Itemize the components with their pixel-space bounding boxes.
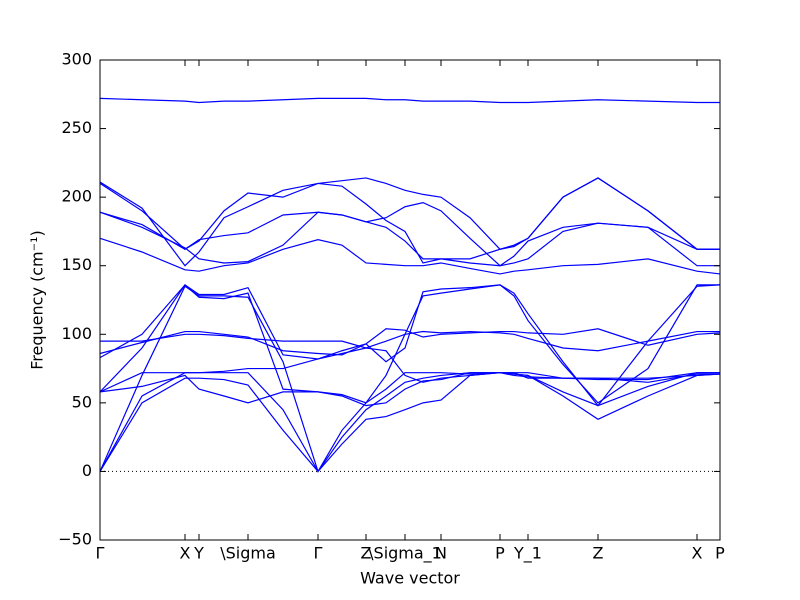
y-tick-label: 150 [61,255,92,274]
x-tick-label: Γ [96,544,105,563]
x-tick-label: P [495,544,505,563]
y-tick-label: 250 [61,118,92,137]
x-tick-label: \Sigma_1 [368,544,442,564]
x-tick-label: \Sigma [220,544,276,563]
band-line [99,284,720,404]
band-line [99,97,720,104]
band-line [99,237,721,275]
plot-frame [99,59,721,541]
y-tick-label: 0 [82,461,92,480]
x-tick-label: N [435,544,447,563]
x-tick-label: Γ [314,544,323,563]
band-line [99,347,720,393]
x-tick-label: P [715,544,725,563]
y-axis-label: Frequency (cm⁻¹) [28,230,47,369]
x-tick-label: X [180,544,191,563]
band-line [99,211,720,267]
band-line [99,201,720,267]
band-line [99,372,721,407]
band-line [99,177,720,267]
band-line [99,177,720,264]
y-tick-label: 200 [61,187,92,206]
x-tick-label: Z [593,544,604,563]
y-tick-label: 100 [61,324,92,343]
x-axis-label: Wave vector [360,569,460,588]
x-tick-label: Y_1 [513,544,542,564]
band-line [99,284,720,404]
x-tick-label: Z [361,544,372,563]
band-line [99,372,721,473]
x-tick-label: Y [193,544,204,563]
band-line [99,328,721,356]
x-tick-label: X [692,544,703,563]
y-tick-label: −50 [58,530,92,549]
y-tick-label: 50 [72,392,92,411]
y-tick-label: 300 [61,50,92,69]
band-line [100,330,720,352]
band-line [99,372,720,473]
